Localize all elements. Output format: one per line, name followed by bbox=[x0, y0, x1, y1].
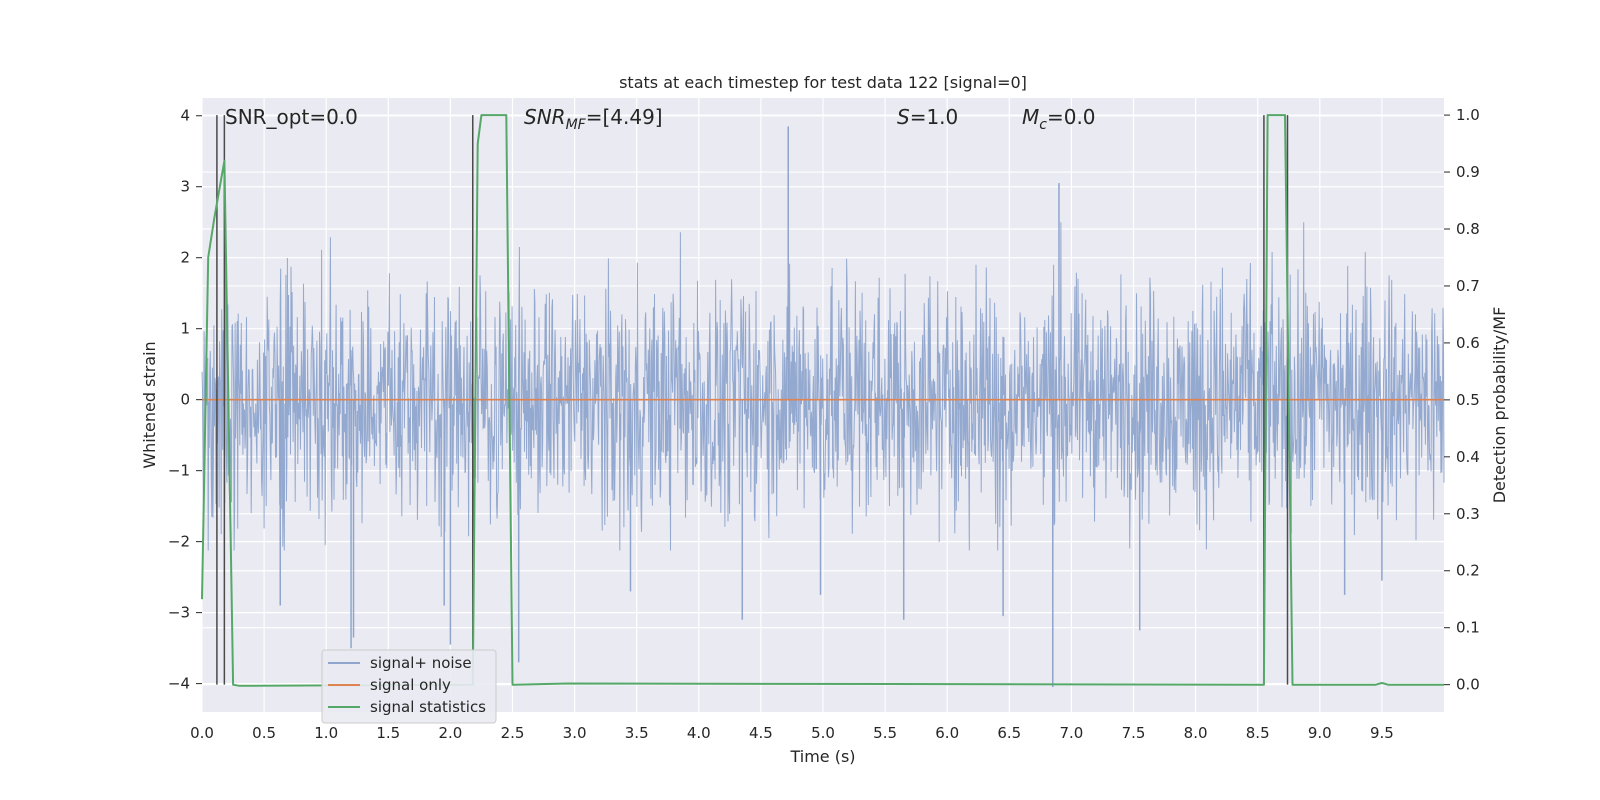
x-tick-label: 5.5 bbox=[873, 724, 897, 742]
x-tick-label: 4.5 bbox=[749, 724, 773, 742]
x-tick-label: 8.0 bbox=[1184, 724, 1208, 742]
legend-label-signal-noise: signal+ noise bbox=[370, 654, 472, 672]
x-tick-label: 0.5 bbox=[252, 724, 276, 742]
s-main: S bbox=[897, 105, 910, 129]
x-tick-label: 7.0 bbox=[1059, 724, 1083, 742]
signal-statistics-line bbox=[201, 114, 1444, 687]
y-tick-label-left: 2 bbox=[180, 249, 190, 267]
y-tick-label-left: 0 bbox=[180, 391, 190, 409]
x-axis-ticks: 0.0 0.5 1.0 1.5 2.0 2.5 3.0 3.5 4.0 4.5 5.0 5.5 6.0 6… bbox=[190, 724, 1394, 742]
snr-mf-value: =[4.49] bbox=[586, 105, 663, 129]
y-axis-right-ticks: 1.0 0.9 0.8 0.7 0.6 0.5 0.4 0.3 0.2 0.1 0.0 bbox=[1444, 106, 1480, 694]
x-tick-label: 1.5 bbox=[376, 724, 400, 742]
x-tick-label: 8.5 bbox=[1246, 724, 1270, 742]
y-axis-left-label: Whitened strain bbox=[140, 341, 159, 468]
x-axis-label: Time (s) bbox=[789, 747, 855, 766]
annotation-s: S=1.0 bbox=[897, 105, 958, 129]
x-tick-label: 0.0 bbox=[190, 724, 214, 742]
y-tick-label-left: 4 bbox=[180, 107, 190, 125]
snr-mf-subscript: MF bbox=[566, 117, 587, 133]
x-tick-label: 3.0 bbox=[563, 724, 587, 742]
y-tick-label-right: 1.0 bbox=[1456, 106, 1480, 124]
x-tick-label: 6.5 bbox=[997, 724, 1021, 742]
y-tick-label-left: −4 bbox=[168, 675, 190, 693]
signal-plus-noise-series bbox=[201, 126, 1445, 688]
y-tick-label-right: 0.8 bbox=[1456, 220, 1480, 238]
x-tick-label: 6.0 bbox=[935, 724, 959, 742]
snr-mf-main: SNR bbox=[524, 105, 566, 129]
mc-subscript: c bbox=[1039, 117, 1047, 133]
y-tick-label-right: 0.3 bbox=[1456, 505, 1480, 523]
y-tick-label-right: 0.5 bbox=[1456, 391, 1480, 409]
y-tick-label-right: 0.0 bbox=[1456, 676, 1480, 694]
x-tick-label: 9.0 bbox=[1308, 724, 1332, 742]
legend-label-signal-statistics: signal statistics bbox=[370, 698, 486, 716]
annotation-snr-opt: SNR_opt=0.0 bbox=[225, 105, 358, 129]
x-tick-label: 1.0 bbox=[314, 724, 338, 742]
signal-noise-line bbox=[201, 222, 1445, 551]
x-tick-label: 2.5 bbox=[501, 724, 525, 742]
x-tick-label: 5.0 bbox=[811, 724, 835, 742]
y-tick-label-right: 0.2 bbox=[1456, 562, 1480, 580]
x-tick-label: 3.5 bbox=[625, 724, 649, 742]
y-axis-right-label: Detection probability/MF bbox=[1490, 307, 1509, 504]
y-tick-label-right: 0.4 bbox=[1456, 448, 1480, 466]
y-tick-label-left: −3 bbox=[168, 604, 190, 622]
mc-main: M bbox=[1022, 105, 1039, 129]
y-tick-label-left: −1 bbox=[168, 462, 190, 480]
y-tick-label-right: 0.6 bbox=[1456, 334, 1480, 352]
y-tick-label-right: 0.1 bbox=[1456, 619, 1480, 637]
mc-value: =0.0 bbox=[1047, 105, 1096, 129]
legend: signal+ noise signal only signal statist… bbox=[321, 649, 497, 724]
s-value: =1.0 bbox=[910, 105, 959, 129]
x-tick-label: 7.5 bbox=[1122, 724, 1146, 742]
x-tick-label: 2.0 bbox=[438, 724, 462, 742]
x-tick-label: 9.5 bbox=[1370, 724, 1394, 742]
annotation-snr-mf: SNRMF=[4.49] bbox=[524, 105, 663, 133]
legend-label-signal-only: signal only bbox=[370, 676, 451, 694]
annotation-mc: Mc=0.0 bbox=[1022, 105, 1096, 133]
legend-box bbox=[321, 649, 497, 724]
y-tick-label-right: 0.7 bbox=[1456, 277, 1480, 295]
y-tick-label-left: −2 bbox=[168, 533, 190, 551]
y-tick-label-left: 3 bbox=[180, 178, 190, 196]
x-tick-label: 4.0 bbox=[687, 724, 711, 742]
y-axis-left-ticks: 4 3 2 1 0 −1 −2 −3 −4 bbox=[168, 107, 202, 693]
signal-statistics-series bbox=[201, 114, 1444, 687]
y-tick-label-right: 0.9 bbox=[1456, 163, 1480, 181]
chart-title: stats at each timestep for test data 122… bbox=[619, 73, 1027, 92]
y-tick-label-left: 1 bbox=[180, 320, 190, 338]
